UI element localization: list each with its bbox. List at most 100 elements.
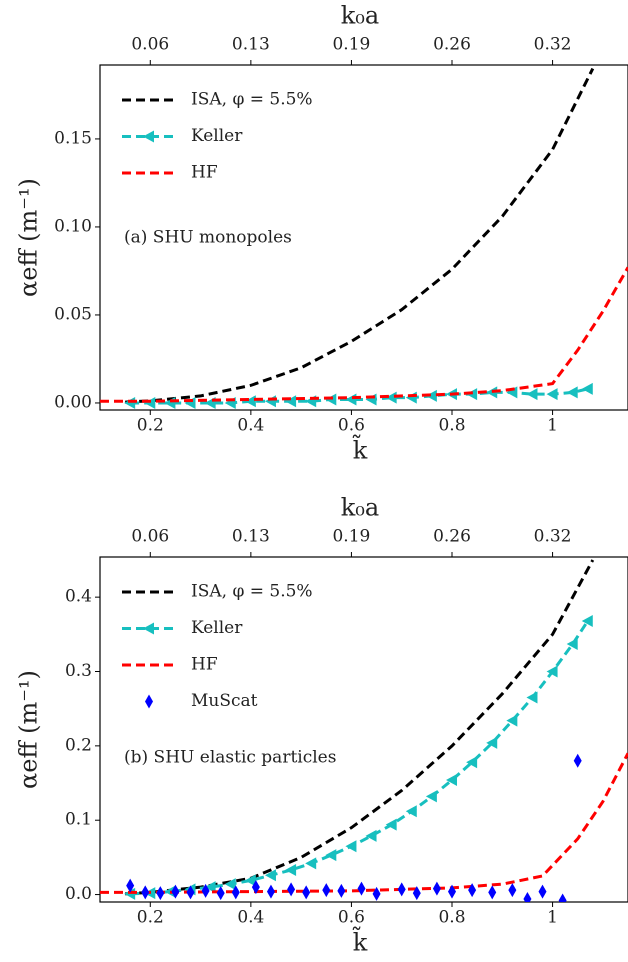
marker <box>486 736 498 749</box>
marker <box>216 886 225 901</box>
x2-tick-label: 0.26 <box>433 527 471 547</box>
plot-frame <box>99 556 628 903</box>
marker <box>365 393 377 406</box>
marker <box>508 883 517 898</box>
marker <box>397 882 406 897</box>
marker <box>264 869 276 882</box>
marker <box>285 864 297 877</box>
marker <box>305 857 317 870</box>
marker <box>581 382 593 395</box>
marker <box>466 756 478 769</box>
marker <box>425 790 437 803</box>
series-line <box>100 752 628 894</box>
marker <box>322 883 331 898</box>
x2-tick-label: 0.19 <box>332 527 370 547</box>
marker <box>357 881 366 896</box>
x2-axis-label: k₀a <box>341 2 379 30</box>
marker <box>365 829 377 842</box>
x-tick-label: 0.2 <box>137 416 164 436</box>
marker <box>468 883 477 898</box>
y-axis-label: αeff (m⁻¹) <box>15 670 43 789</box>
marker <box>526 691 538 704</box>
marker <box>573 753 582 768</box>
x2-axis-label: k₀a <box>341 494 379 522</box>
marker <box>558 893 567 902</box>
plot-area <box>100 559 628 902</box>
marker <box>506 714 518 727</box>
x-tick-label: 0.6 <box>338 908 365 928</box>
marker <box>231 885 240 900</box>
x-tick-label: 0.4 <box>237 908 264 928</box>
marker <box>538 884 547 899</box>
marker <box>446 774 457 787</box>
marker <box>124 396 136 409</box>
series-line <box>125 67 595 404</box>
x-tick-label: 1 <box>547 416 558 436</box>
legend-label: Keller <box>191 618 243 638</box>
x2-tick-label: 0.06 <box>131 527 169 547</box>
marker <box>448 884 456 899</box>
marker <box>566 637 578 650</box>
x2-tick-label: 0.19 <box>332 35 370 55</box>
annotation: (a) SHU monopoles <box>124 228 292 248</box>
series-line <box>100 266 628 403</box>
marker <box>287 882 296 897</box>
plot-frame <box>99 64 628 411</box>
y-tick-label: 0.05 <box>54 304 92 324</box>
marker <box>566 386 578 399</box>
annotation: (b) SHU elastic particles <box>124 748 336 768</box>
marker <box>224 878 236 891</box>
y-tick-label: 0.00 <box>54 392 92 412</box>
marker <box>266 884 275 899</box>
marker <box>171 884 180 899</box>
legend-marker <box>145 694 153 709</box>
x2-tick-label: 0.06 <box>131 35 169 55</box>
marker <box>337 883 346 898</box>
y-axis-label: αeff (m⁻¹) <box>15 178 43 297</box>
panel: 0.2 0.4 0.6 0.8 1 0.06 0.13 0.19 0.26 0.32 0.00 0.0… <box>15 2 628 465</box>
x-tick-label: 0.8 <box>438 416 465 436</box>
legend-label: ISA, φ = 5.5% <box>191 582 313 602</box>
legend-marker <box>143 130 154 143</box>
x2-tick-label: 0.13 <box>232 35 270 55</box>
marker <box>372 886 381 901</box>
marker <box>164 885 176 898</box>
x-axis-label: k̃ <box>353 433 368 464</box>
legend-label: ISA, φ = 5.5% <box>191 90 313 110</box>
x2-tick-label: 0.32 <box>534 527 572 547</box>
x-tick-label: 0.2 <box>137 908 164 928</box>
marker <box>405 391 417 404</box>
marker <box>186 885 195 900</box>
marker <box>546 388 558 401</box>
marker <box>244 395 256 408</box>
marker <box>405 805 417 818</box>
marker <box>345 393 357 406</box>
x-axis-label: k̃ <box>353 925 368 956</box>
y-tick-label: 0.2 <box>65 735 92 755</box>
series-line <box>125 559 595 896</box>
marker <box>581 614 593 627</box>
marker <box>526 388 538 401</box>
legend-label: Keller <box>191 126 243 146</box>
y-tick-label: 0.1 <box>65 810 92 830</box>
marker <box>325 849 337 862</box>
marker <box>345 840 357 853</box>
marker <box>201 883 210 898</box>
marker <box>285 395 297 408</box>
marker <box>126 878 135 893</box>
x-tick-label: 0.8 <box>438 908 465 928</box>
marker <box>412 886 421 901</box>
x-tick-label: 0.6 <box>338 416 365 436</box>
marker <box>385 818 397 831</box>
marker <box>244 874 256 887</box>
plot-area <box>100 67 628 409</box>
panel: 0.2 0.4 0.6 0.8 1 0.06 0.13 0.19 0.26 0.32 0.0 0.1 0… <box>15 494 628 957</box>
marker <box>425 389 437 402</box>
marker <box>141 885 150 900</box>
marker <box>251 880 260 895</box>
legend-marker <box>143 622 154 635</box>
x-tick-label: 0.4 <box>237 416 264 436</box>
marker <box>546 665 558 678</box>
y-tick-label: 0.15 <box>54 128 92 148</box>
